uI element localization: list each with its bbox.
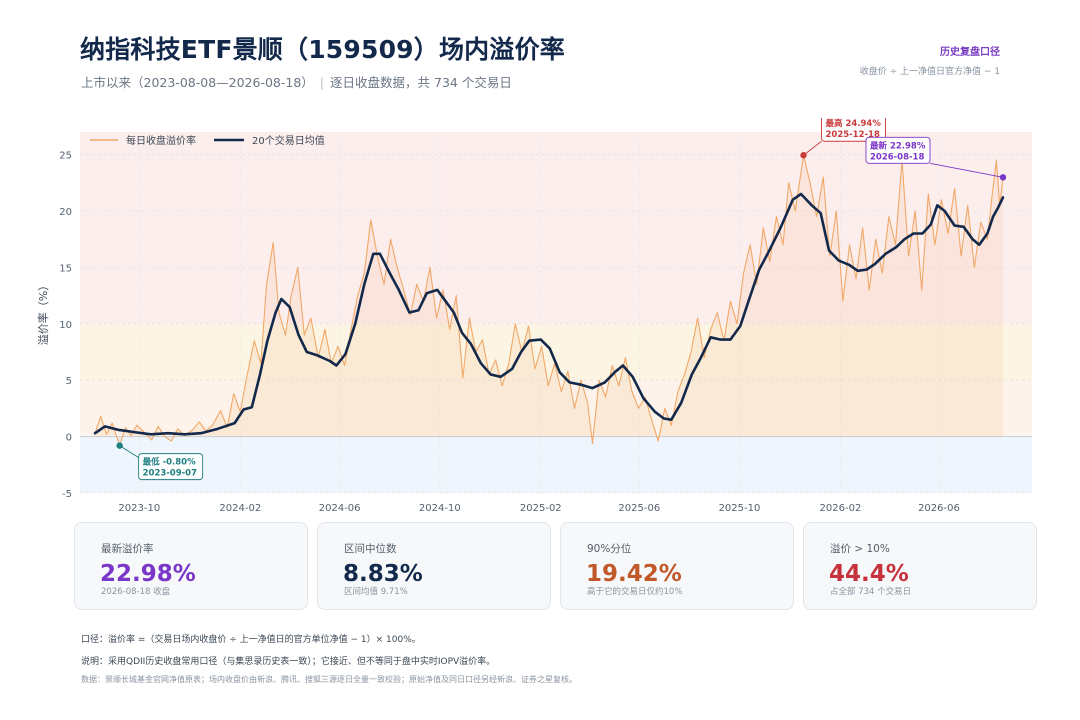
annotation-date: 2023-09-07 (143, 469, 197, 479)
card-label: 溢价 > 10% (830, 543, 890, 555)
annotation-date: 2026-08-18 (870, 152, 924, 162)
annotation-value: 最高 24.94% (826, 118, 882, 129)
x-tick-label: 2025-06 (618, 503, 660, 514)
y-tick-label: 15 (59, 263, 72, 274)
y-tick-label: 25 (59, 151, 72, 162)
history-caliber-link[interactable]: 历史复盘口径 (940, 47, 1000, 58)
x-tick-label: 2026-02 (820, 503, 862, 514)
x-tick-label: 2023-10 (118, 503, 160, 514)
y-tick-label: 10 (59, 320, 72, 331)
band--5-0 (80, 436, 1032, 493)
annotation-marker (800, 152, 807, 159)
annotation-date: 2025-12-18 (826, 130, 880, 140)
card-median-premium: 区间中位数 8.83% 区间均值 9.71% (317, 522, 551, 610)
note-source: 数据：景顺长城基金官网净值原表；场内收盘价由新浪、腾讯、搜狐三源逐日全量一致校验… (81, 675, 577, 684)
band-10-27 (80, 132, 1032, 324)
card-p90-premium: 90%分位 19.42% 高于它的交易日仅约10% (560, 522, 794, 610)
subtitle-separator: | (319, 75, 325, 90)
card-subtext: 区间均值 9.71% (344, 587, 408, 597)
ma20-line (93, 192, 1005, 436)
annotation-marker (116, 442, 123, 449)
card-latest-premium: 最新溢价率 22.98% 2026-08-18 收盘 (74, 522, 308, 610)
x-tick-label: 2024-10 (419, 503, 461, 514)
card-value: 44.4% (829, 561, 909, 587)
note-explanation: 说明：采用QDII历史收盘常用口径（与集思录历史表一致）；它接近、但不等同于盘中… (81, 657, 496, 667)
card-subtext: 高于它的交易日仅约10% (587, 587, 683, 597)
annotation-box (865, 136, 931, 164)
card-label: 90%分位 (587, 543, 632, 555)
premium-formula-caption: 收盘价 ÷ 上一净值日官方净值 − 1 (859, 67, 1000, 77)
subtitle-description: 逐日收盘数据，共 734 个交易日 (330, 75, 512, 90)
note-caliber: 口径：溢价率 =（交易日场内收盘价 ÷ 上一净值日的官方单位净值 − 1）× 1… (81, 635, 421, 645)
y-tick-label: 5 (66, 376, 72, 387)
y-tick-label: 0 (66, 433, 72, 444)
premium-chart: -5 0 5 10 15 20 25 2023-10 2024-02 2024-06 2024-10… (36, 118, 1032, 514)
legend-ma-label: 20个交易日均值 (252, 134, 325, 147)
annotation-leader (803, 140, 822, 156)
subtitle-range: 上市以来（2023-08-08—2026-08-18） (81, 75, 314, 90)
y-tick-label: 20 (59, 207, 72, 218)
annotation-box (821, 118, 886, 142)
card-value: 22.98% (100, 561, 196, 587)
card-subtext: 2026-08-18 收盘 (101, 587, 171, 597)
legend-daily-label: 每日收盘溢价率 (126, 134, 196, 147)
annotation-leader (929, 162, 1004, 178)
annotation-marker (999, 174, 1007, 181)
card-subtext: 占全部 734 个交易日 (830, 587, 912, 597)
y-axis-label: 溢价率（%） (36, 280, 50, 345)
card-value: 8.83% (343, 561, 423, 587)
annotation-box (138, 453, 204, 481)
annotation-value: 最新 22.98% (870, 140, 926, 151)
card-over-10-share: 溢价 > 10% 44.4% 占全部 734 个交易日 (803, 522, 1037, 610)
y-tick-label: -5 (62, 489, 72, 500)
annotation-value: 最低 -0.80% (143, 457, 196, 468)
page-title: 纳指科技ETF景顺（159509）场内溢价率 (80, 35, 565, 64)
x-tick-label: 2024-06 (319, 503, 361, 514)
x-tick-label: 2025-10 (719, 503, 761, 514)
daily-premium-area (95, 155, 1003, 446)
annotation-leader (119, 445, 139, 458)
card-label: 最新溢价率 (101, 543, 154, 555)
page-subtitle: 上市以来（2023-08-08—2026-08-18） | 逐日收盘数据，共 734… (81, 72, 512, 91)
card-value: 19.42% (586, 561, 682, 587)
x-tick-label: 2024-02 (219, 503, 261, 514)
x-tick-label: 2026-06 (918, 503, 960, 514)
x-tick-label: 2025-02 (520, 503, 562, 514)
card-label: 区间中位数 (344, 543, 397, 555)
